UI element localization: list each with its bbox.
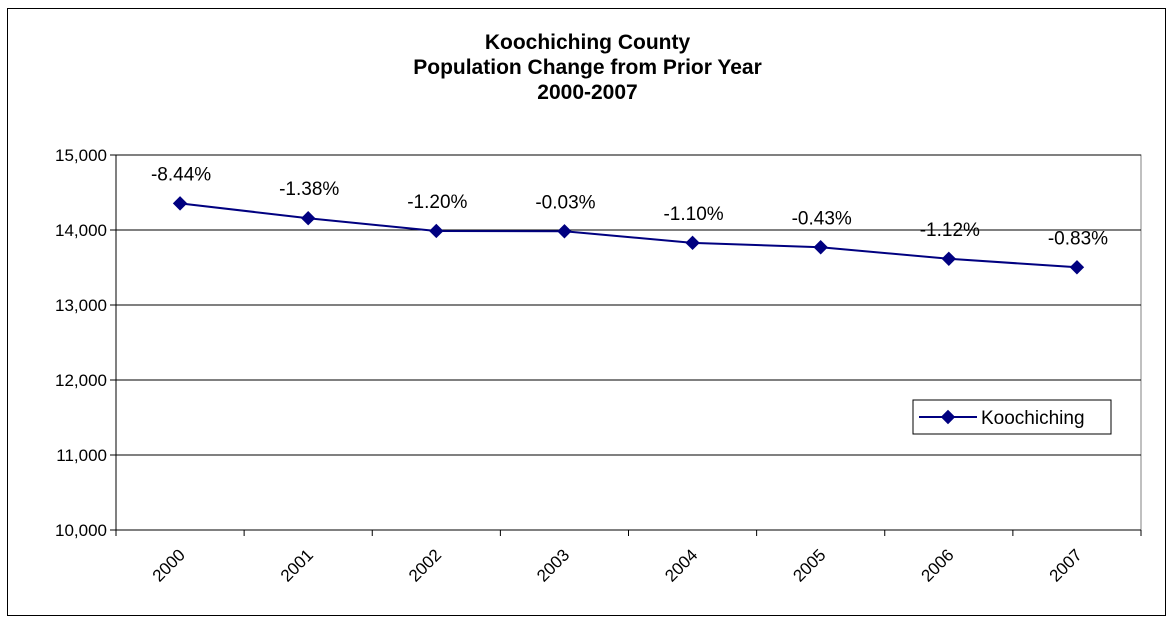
chart-title: Koochiching County Population Change fro… xyxy=(0,30,1175,105)
x-tick-label: 2002 xyxy=(405,545,445,585)
data-point-marker xyxy=(813,240,828,255)
y-tick-label: 15,000 xyxy=(55,146,107,165)
x-tick-label: 2000 xyxy=(149,545,189,585)
y-tick-label: 14,000 xyxy=(55,221,107,240)
data-point-marker xyxy=(941,251,957,267)
chart-title-line-1: Koochiching County xyxy=(484,31,691,54)
data-point-marker xyxy=(300,211,316,226)
legend-marker xyxy=(940,409,956,425)
x-tick-label: 2003 xyxy=(533,545,573,585)
x-tick-label: 2007 xyxy=(1046,545,1086,585)
legend-label: Koochiching xyxy=(981,408,1085,429)
data-point-marker xyxy=(685,235,700,251)
y-tick-label: 10,000 xyxy=(55,521,107,540)
chart-title-line-3: 2000-2007 xyxy=(537,81,638,104)
data-point-marker xyxy=(429,223,444,239)
data-label: -1.38% xyxy=(279,179,339,200)
data-label: -1.12% xyxy=(920,220,980,241)
series-line-koochiching xyxy=(179,202,1078,269)
data-label: -8.44% xyxy=(151,164,211,185)
y-tick-label: 13,000 xyxy=(55,296,107,315)
data-label: -1.10% xyxy=(663,204,723,225)
data-label: -0.83% xyxy=(1048,228,1108,249)
chart-title-line-2: Population Change from Prior Year xyxy=(413,56,762,79)
plot-area xyxy=(115,154,1142,531)
data-point-marker xyxy=(557,224,572,239)
x-tick-label: 2001 xyxy=(277,545,317,585)
data-point-marker xyxy=(1069,260,1085,275)
data-label: -1.20% xyxy=(407,192,467,213)
x-tick-label: 2004 xyxy=(661,545,701,585)
x-tick-label: 2006 xyxy=(917,545,957,585)
data-label: -0.43% xyxy=(792,208,852,229)
x-tick-label: 2005 xyxy=(789,545,829,585)
data-label: -0.03% xyxy=(535,192,595,213)
y-tick-label: 12,000 xyxy=(55,371,107,390)
y-tick-label: 11,000 xyxy=(56,446,107,465)
data-point-marker xyxy=(172,196,188,211)
